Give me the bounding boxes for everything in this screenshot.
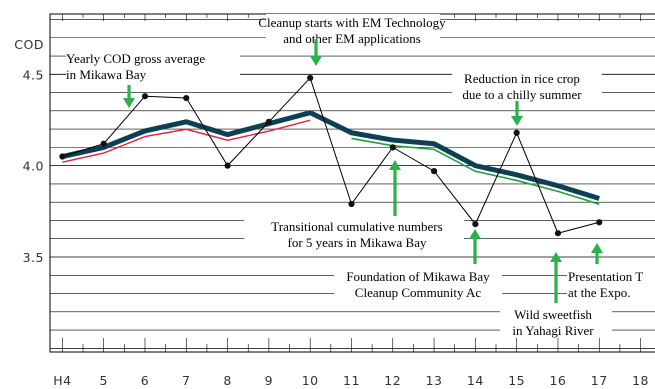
yearly-cod-point <box>224 162 231 169</box>
yearly-cod-point <box>183 94 190 102</box>
x-tick-label: 14 <box>467 373 484 388</box>
annotation-background <box>266 14 440 44</box>
x-tick-label: 16 <box>549 373 566 388</box>
green-arrow-head-icon <box>550 252 562 262</box>
annotation-background <box>500 305 612 335</box>
grid <box>49 13 655 353</box>
yearly-cod-line <box>62 76 600 234</box>
annotation-label: Presentation T <box>568 269 643 284</box>
green-arrow-head-icon <box>389 160 401 170</box>
annotation-label: due to a chilly summer <box>462 87 582 102</box>
x-tick-label: 18 <box>632 373 649 388</box>
x-tick-label: 5 <box>99 373 107 388</box>
annotation-label: and other EM applications <box>283 31 421 46</box>
yearly-cod-point <box>596 219 603 226</box>
y-axis-label: COD <box>14 37 44 52</box>
y-tick-label: 3.5 <box>23 250 44 265</box>
annotation-label: Cleanup starts with EM Technology <box>258 15 446 30</box>
annotation-label: Foundation of Mikawa Bay <box>346 269 490 284</box>
yearly-cod-point <box>554 230 562 237</box>
green-arrow-head-icon <box>469 229 481 239</box>
green-arrow-icon <box>595 253 599 264</box>
annotation-label: Wild sweetfish <box>514 307 592 322</box>
green-arrow-icon <box>554 262 558 303</box>
annotation-label: Transitional cumulative numbers <box>271 219 442 234</box>
green-average-line <box>351 137 600 205</box>
x-tick-label: 10 <box>302 373 319 388</box>
annotation-label: Cleanup Community Ac <box>355 285 482 300</box>
annotation-background <box>567 267 655 297</box>
green-arrow-icon <box>393 170 397 216</box>
yearly-cod-point <box>141 93 149 100</box>
yearly-cod-point <box>59 153 66 160</box>
red-average-line <box>62 119 311 163</box>
green-arrow-head-icon <box>591 243 603 253</box>
x-tick-label: 7 <box>182 373 190 388</box>
series-lines <box>59 74 603 237</box>
green-arrow-icon <box>473 239 477 264</box>
annotation-label: at the Expo. <box>568 285 630 300</box>
cumulative-average-line <box>61 110 600 201</box>
x-tick-label: 11 <box>343 373 360 388</box>
annotation-background <box>334 267 502 297</box>
x-tick-label: H4 <box>53 373 71 388</box>
x-tick-label: 9 <box>265 373 273 388</box>
annotation-background <box>66 50 240 80</box>
yearly-cod-point <box>430 168 438 175</box>
green-arrow-icon <box>314 39 318 56</box>
yearly-cod-point <box>100 140 107 147</box>
x-tick-label: 12 <box>384 373 401 388</box>
yearly-cod-point <box>348 200 355 208</box>
annotation-background <box>244 217 464 247</box>
yearly-cod-point <box>265 118 272 125</box>
tick-labels: H4 5 6 7 8 9 10 11 12 13 14 15 16 17 18 4.5 4.0 3.5 COD <box>14 37 649 388</box>
x-tick-label: 8 <box>223 373 231 388</box>
yearly-cod-point <box>472 221 479 228</box>
x-tick-label: 15 <box>508 373 525 388</box>
green-arrow-head-icon <box>123 98 135 108</box>
yearly-cod-point <box>307 74 314 82</box>
green-arrow-head-icon <box>511 116 523 126</box>
y-tick-label: 4.0 <box>23 159 44 174</box>
y-tick-label: 4.5 <box>23 67 44 82</box>
green-arrow-head-icon <box>310 56 322 66</box>
annotation-label: Reduction in rice crop <box>464 71 580 86</box>
yearly-cod-point <box>389 144 396 151</box>
annotation-label: in Yahagi River <box>512 323 594 338</box>
green-arrow-icon <box>515 101 519 116</box>
annotation-label: in Mikawa Bay <box>66 67 147 82</box>
x-tick-label: 13 <box>426 373 443 388</box>
annotation-background <box>452 70 602 100</box>
x-tick-label: 17 <box>591 373 608 388</box>
annotation-label: for 5 years in Mikawa Bay <box>288 235 427 250</box>
yearly-cod-point <box>513 129 520 136</box>
annotation-label: Yearly COD gross average <box>66 51 205 66</box>
x-tick-label: 6 <box>141 373 149 388</box>
green-arrow-icon <box>127 85 131 98</box>
